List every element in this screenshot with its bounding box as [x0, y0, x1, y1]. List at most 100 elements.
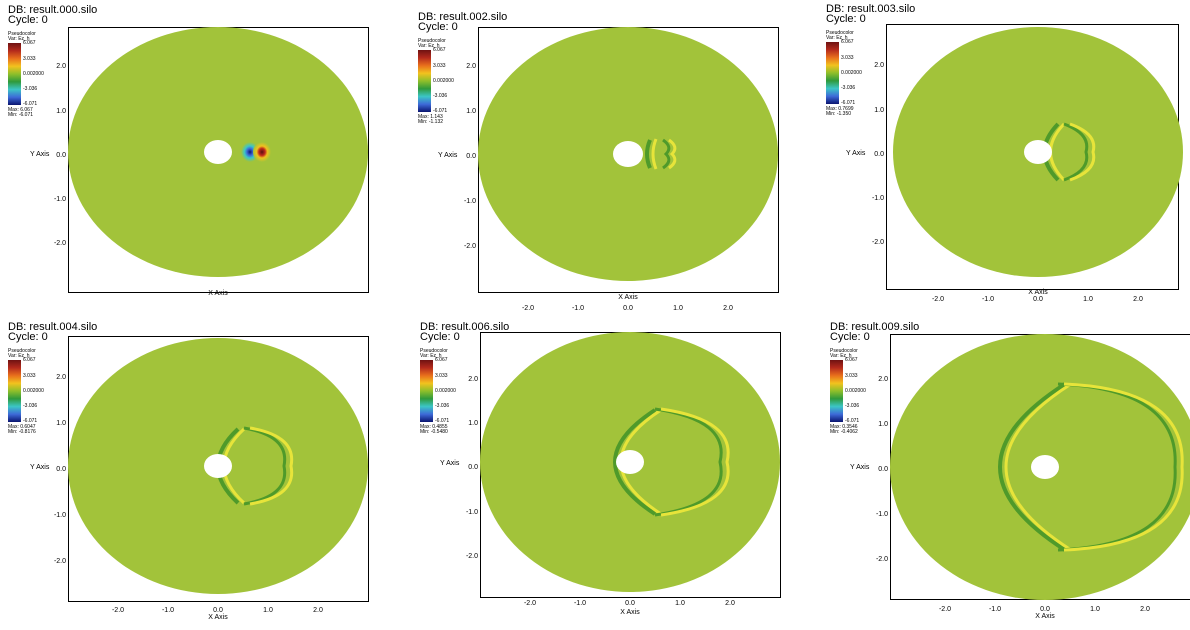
x-tick-label: 0.0 [623, 305, 633, 312]
y-tick-label: -2.0 [54, 558, 66, 565]
x-tick-label: 1.0 [1083, 296, 1093, 303]
y-axis-label: Y Axis [440, 460, 459, 467]
cycle-label: Cycle: 0 [8, 15, 48, 26]
panel-1: DB: result.000.silo Cycle: 0 Pseudocolor… [8, 5, 388, 305]
legend-tick: 6.067 [845, 358, 858, 363]
pulse-positive [253, 142, 271, 162]
x-tick-label: 1.0 [675, 600, 685, 607]
legend-tick: 6.067 [23, 358, 36, 363]
y-tick-label: 0.0 [878, 466, 888, 473]
cycle-label: Cycle: 0 [8, 332, 48, 343]
y-tick-label: -1.0 [466, 509, 478, 516]
y-axis-label: Y Axis [846, 150, 865, 157]
x-tick-label: 2.0 [725, 600, 735, 607]
legend-tick: 3.033 [433, 64, 446, 69]
legend-tick: 6.067 [23, 41, 36, 46]
plot-area: -2.0 -1.0 0.0 1.0 2.0 X Axis [478, 27, 788, 312]
x-tick-label: -2.0 [524, 600, 536, 607]
y-tick-label: 2.0 [56, 63, 66, 70]
y-axis-label: Y Axis [30, 464, 49, 471]
x-tick-label: 1.0 [1090, 606, 1100, 613]
cylinder-hole [613, 141, 643, 167]
y-axis-label: Y Axis [30, 151, 49, 158]
x-axis-label: X Axis [208, 290, 228, 297]
panel-6: DB: result.009.silo Cycle: 0 Pseudocolor… [830, 322, 1190, 618]
y-tick-label: -1.0 [876, 511, 888, 518]
x-tick-label: -1.0 [989, 606, 1001, 613]
color-bar [826, 42, 839, 104]
y-tick-label: -1.0 [54, 196, 66, 203]
y-ticks: 2.0 1.0 0.0 -1.0 -2.0 [872, 334, 888, 604]
y-ticks: 2.0 1.0 0.0 -1.0 -2.0 [460, 27, 476, 297]
x-axis-label: X Axis [620, 609, 640, 616]
y-tick-label: 1.0 [874, 107, 884, 114]
x-tick-label: -1.0 [572, 305, 584, 312]
plot-area: -2.0 -1.0 0.0 1.0 2.0 X Axis [68, 336, 378, 626]
legend-tick: 0.002000 [23, 72, 44, 77]
x-ticks: -2.0 -1.0 0.0 1.0 2.0 [524, 600, 735, 607]
legend-min: Min: -1.132 [418, 120, 443, 125]
x-ticks: -2.0 -1.0 0.0 1.0 2.0 [522, 305, 733, 312]
x-tick-label: 0.0 [1040, 606, 1050, 613]
y-tick-label: 1.0 [468, 420, 478, 427]
y-tick-label: 2.0 [874, 62, 884, 69]
x-axis-label: X Axis [618, 294, 638, 301]
y-tick-label: 2.0 [56, 374, 66, 381]
y-tick-label: 0.0 [468, 464, 478, 471]
y-tick-label: -1.0 [872, 195, 884, 202]
legend-tick: 0.002000 [435, 389, 456, 394]
legend-tick: -3.036 [433, 94, 447, 99]
x-tick-label: 2.0 [1140, 606, 1150, 613]
panel-3: DB: result.003.silo Cycle: 0 Pseudocolor… [826, 4, 1190, 304]
y-tick-label: -2.0 [466, 553, 478, 560]
x-tick-label: 2.0 [313, 607, 323, 614]
x-tick-label: -2.0 [112, 607, 124, 614]
legend-tick: 0.002000 [845, 389, 866, 394]
y-tick-label: 0.0 [874, 151, 884, 158]
y-tick-label: 0.0 [56, 152, 66, 159]
x-axis-label: X Axis [1035, 613, 1055, 620]
x-tick-label: -2.0 [939, 606, 951, 613]
cylinder-hole [204, 454, 232, 478]
plot-area: -2.0 -1.0 0.0 1.0 2.0 X Axis [890, 334, 1190, 630]
color-bar [8, 43, 21, 105]
x-tick-label: 2.0 [723, 305, 733, 312]
cylinder-hole [1031, 455, 1059, 479]
x-tick-label: 0.0 [625, 600, 635, 607]
x-tick-label: -1.0 [162, 607, 174, 614]
panel-4: DB: result.004.silo Cycle: 0 Pseudocolor… [8, 322, 388, 618]
x-tick-label: -2.0 [932, 296, 944, 303]
legend-tick: 6.067 [435, 358, 448, 363]
x-tick-label: -2.0 [522, 305, 534, 312]
legend-min: Min: -1.350 [826, 112, 851, 117]
legend-tick: 3.033 [23, 374, 36, 379]
legend-tick: 6.067 [841, 40, 854, 45]
y-tick-label: -2.0 [464, 243, 476, 250]
legend-tick: 0.002000 [433, 79, 454, 84]
x-ticks: -2.0 -1.0 0.0 1.0 2.0 [939, 606, 1150, 613]
x-tick-label: 1.0 [263, 607, 273, 614]
x-tick-label: 1.0 [673, 305, 683, 312]
color-bar [8, 360, 21, 422]
x-ticks: -2.0 -1.0 0.0 1.0 2.0 [932, 296, 1143, 303]
y-ticks: 2.0 1.0 0.0 -1.0 -2.0 [462, 332, 478, 602]
y-tick-label: 2.0 [878, 376, 888, 383]
panel-2: DB: result.002.silo Cycle: 0 Pseudocolor… [418, 12, 798, 312]
legend-tick: 3.033 [435, 374, 448, 379]
cycle-label: Cycle: 0 [418, 22, 458, 33]
y-axis-label: Y Axis [438, 152, 457, 159]
color-bar [830, 360, 843, 422]
legend-tick: -3.036 [23, 404, 37, 409]
panel-5: DB: result.006.silo Cycle: 0 Pseudocolor… [420, 322, 800, 618]
plot-area: -2.0 -1.0 0.0 1.0 2.0 X Axis [480, 332, 790, 622]
plot-area: -2.0 -1.0 0.0 1.0 2.0 X Axis [886, 24, 1186, 324]
x-tick-label: -1.0 [982, 296, 994, 303]
x-axis-label: X Axis [1028, 289, 1048, 296]
cycle-label: Cycle: 0 [826, 14, 866, 25]
y-ticks: 2.0 1.0 0.0 -1.0 -2.0 [868, 24, 884, 294]
legend-tick: -3.036 [845, 404, 859, 409]
y-tick-label: -2.0 [876, 556, 888, 563]
y-axis-label: Y Axis [850, 464, 869, 471]
cycle-label: Cycle: 0 [420, 332, 460, 343]
x-tick-label: 0.0 [1033, 296, 1043, 303]
